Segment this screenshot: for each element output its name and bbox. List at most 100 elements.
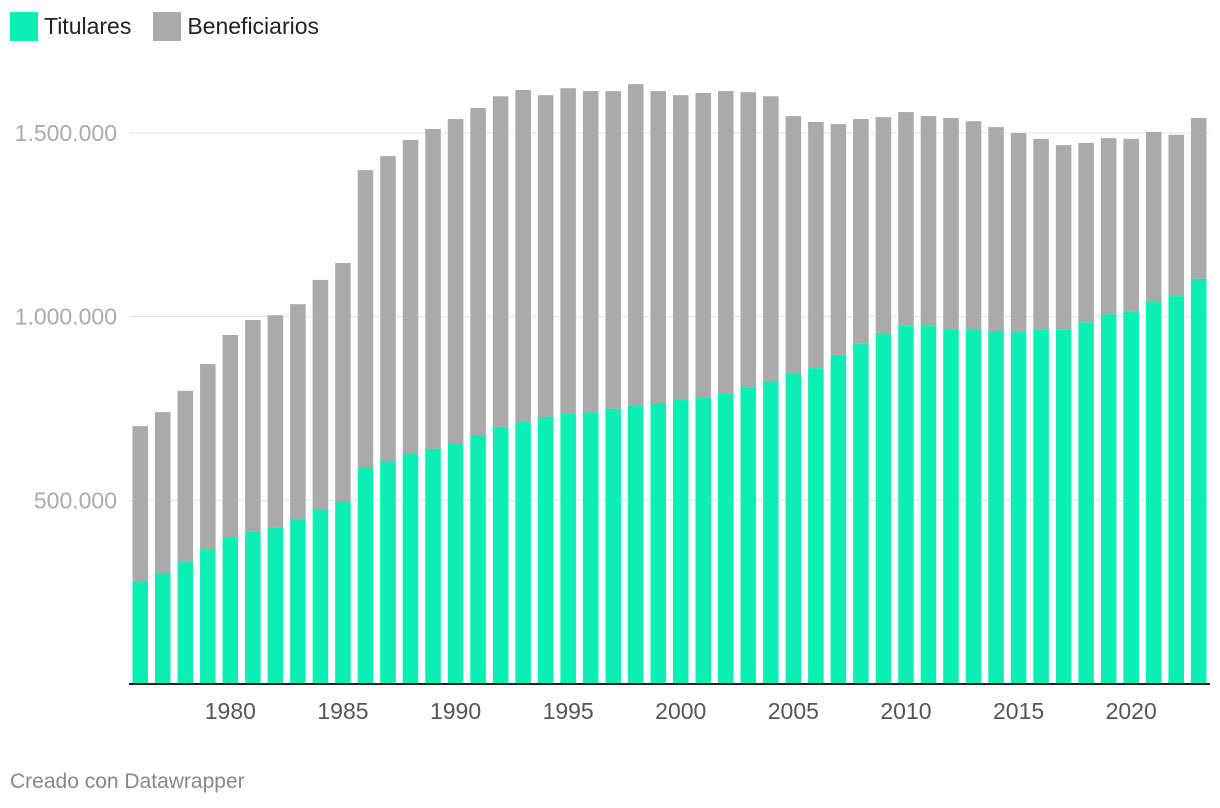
x-tick-label-2010: 2010 bbox=[880, 698, 931, 724]
chart-legend: Titulares Beneficiarios bbox=[10, 12, 341, 41]
bar-titulares-2006 bbox=[808, 368, 824, 684]
bar-beneficiarios-1986 bbox=[357, 170, 374, 469]
bar-titulares-2018 bbox=[1078, 322, 1094, 684]
bar-beneficiarios-1995 bbox=[560, 88, 576, 415]
bar-beneficiarios-2011 bbox=[920, 116, 937, 326]
legend-item-beneficiarios: Beneficiarios bbox=[153, 12, 319, 41]
bar-titulares-2011 bbox=[920, 325, 937, 684]
y-tick-label-1500000: 1.500.000 bbox=[15, 120, 117, 146]
bar-beneficiarios-1987 bbox=[380, 156, 396, 462]
bar-beneficiarios-2022 bbox=[1168, 134, 1184, 297]
bar-beneficiarios-2008 bbox=[853, 119, 869, 344]
bar-titulares-2017 bbox=[1055, 329, 1072, 684]
bar-beneficiarios-1977 bbox=[155, 412, 171, 574]
bar-titulares-1978 bbox=[177, 562, 194, 684]
bar-titulares-1985 bbox=[335, 501, 351, 684]
bar-beneficiarios-1989 bbox=[425, 128, 441, 449]
bar-beneficiarios-2010 bbox=[898, 112, 914, 326]
bars-layer bbox=[132, 84, 1207, 684]
footer-credit: Creado con Datawrapper bbox=[10, 770, 245, 793]
bar-beneficiarios-1996 bbox=[582, 91, 599, 413]
bar-titulares-1987 bbox=[380, 461, 396, 684]
bar-titulares-2023 bbox=[1190, 278, 1207, 684]
bar-titulares-2019 bbox=[1100, 314, 1117, 684]
bar-titulares-2004 bbox=[763, 380, 779, 684]
bar-beneficiarios-1978 bbox=[177, 390, 194, 563]
bar-titulares-1993 bbox=[515, 422, 531, 684]
bar-beneficiarios-2000 bbox=[672, 95, 689, 401]
bar-titulares-1990 bbox=[447, 443, 464, 684]
y-tick-label-1000000: 1.000.000 bbox=[15, 304, 117, 330]
bar-beneficiarios-2020 bbox=[1123, 138, 1139, 312]
bar-titulares-2003 bbox=[740, 387, 757, 684]
bar-beneficiarios-1992 bbox=[492, 96, 509, 427]
bar-beneficiarios-2023 bbox=[1190, 117, 1207, 279]
x-tick-label-1990: 1990 bbox=[430, 698, 481, 724]
bar-titulares-2013 bbox=[965, 329, 982, 684]
bar-titulares-1995 bbox=[560, 414, 576, 684]
bar-titulares-2014 bbox=[988, 330, 1004, 684]
x-tick-label-1985: 1985 bbox=[317, 698, 368, 724]
bar-beneficiarios-2019 bbox=[1100, 138, 1117, 315]
legend-item-titulares: Titulares bbox=[10, 12, 131, 41]
bar-titulares-2010 bbox=[898, 325, 914, 684]
bar-titulares-1976 bbox=[132, 581, 149, 684]
bar-titulares-2012 bbox=[943, 329, 959, 684]
bar-titulares-1997 bbox=[605, 408, 621, 684]
x-tick-label-2000: 2000 bbox=[655, 698, 706, 724]
bar-beneficiarios-2018 bbox=[1078, 142, 1094, 323]
bar-titulares-1981 bbox=[245, 531, 261, 684]
bar-beneficiarios-1980 bbox=[222, 335, 239, 538]
bar-beneficiarios-2017 bbox=[1055, 145, 1072, 330]
bar-beneficiarios-1984 bbox=[312, 279, 329, 510]
bar-titulares-1988 bbox=[402, 454, 419, 684]
legend-label-titulares: Titulares bbox=[44, 13, 132, 39]
x-tick-label-2020: 2020 bbox=[1106, 698, 1157, 724]
bar-titulares-1996 bbox=[582, 412, 599, 684]
y-tick-label-500000: 500.000 bbox=[34, 487, 117, 513]
grid-layer: 500.000 1.000.000 1.500.000 bbox=[15, 120, 1210, 513]
bar-beneficiarios-2004 bbox=[763, 96, 779, 381]
bar-titulares-1984 bbox=[312, 509, 329, 684]
bar-titulares-2016 bbox=[1033, 329, 1049, 684]
legend-label-beneficiarios: Beneficiarios bbox=[187, 13, 320, 39]
bar-beneficiarios-2015 bbox=[1010, 133, 1027, 333]
bar-titulares-2022 bbox=[1168, 296, 1184, 684]
x-tick-label-1995: 1995 bbox=[543, 698, 594, 724]
bar-titulares-1998 bbox=[627, 405, 644, 684]
bar-beneficiarios-2003 bbox=[740, 92, 757, 388]
legend-swatch-beneficiarios bbox=[153, 12, 182, 41]
bar-beneficiarios-1985 bbox=[335, 263, 351, 502]
bar-titulares-2015 bbox=[1010, 332, 1027, 684]
bar-beneficiarios-1981 bbox=[245, 319, 261, 532]
bar-titulares-2008 bbox=[853, 343, 869, 684]
bar-beneficiarios-2002 bbox=[718, 91, 734, 394]
bar-titulares-2002 bbox=[718, 393, 734, 684]
axis-layer: 1980 1985 1990 1995 2000 2005 2010 2015 2020 bbox=[129, 683, 1210, 724]
x-tick-label-2015: 2015 bbox=[993, 698, 1044, 724]
bar-titulares-2000 bbox=[672, 400, 689, 684]
bar-beneficiarios-2007 bbox=[830, 124, 847, 355]
bar-titulares-1989 bbox=[425, 448, 441, 684]
bar-beneficiarios-2001 bbox=[695, 92, 712, 398]
bar-beneficiarios-1983 bbox=[290, 304, 306, 520]
bar-beneficiarios-1988 bbox=[402, 139, 419, 455]
bar-beneficiarios-2005 bbox=[785, 116, 802, 374]
bar-titulares-1994 bbox=[537, 416, 554, 684]
bar-beneficiarios-2012 bbox=[943, 117, 959, 330]
bar-titulares-1991 bbox=[470, 434, 486, 684]
bar-beneficiarios-1991 bbox=[470, 108, 486, 435]
bar-beneficiarios-1993 bbox=[515, 90, 531, 423]
x-tick-label-2005: 2005 bbox=[768, 698, 819, 724]
bar-titulares-2021 bbox=[1145, 301, 1162, 684]
bar-titulares-1980 bbox=[222, 537, 239, 684]
bar-beneficiarios-2006 bbox=[808, 121, 824, 369]
x-tick-label-1980: 1980 bbox=[205, 698, 256, 724]
bar-beneficiarios-1999 bbox=[650, 91, 667, 403]
bar-titulares-1983 bbox=[290, 519, 306, 684]
bar-beneficiarios-1994 bbox=[537, 95, 554, 417]
bar-beneficiarios-2013 bbox=[965, 121, 982, 330]
bar-beneficiarios-2009 bbox=[875, 117, 892, 334]
bar-beneficiarios-2016 bbox=[1033, 138, 1049, 330]
bar-beneficiarios-1979 bbox=[200, 364, 216, 550]
